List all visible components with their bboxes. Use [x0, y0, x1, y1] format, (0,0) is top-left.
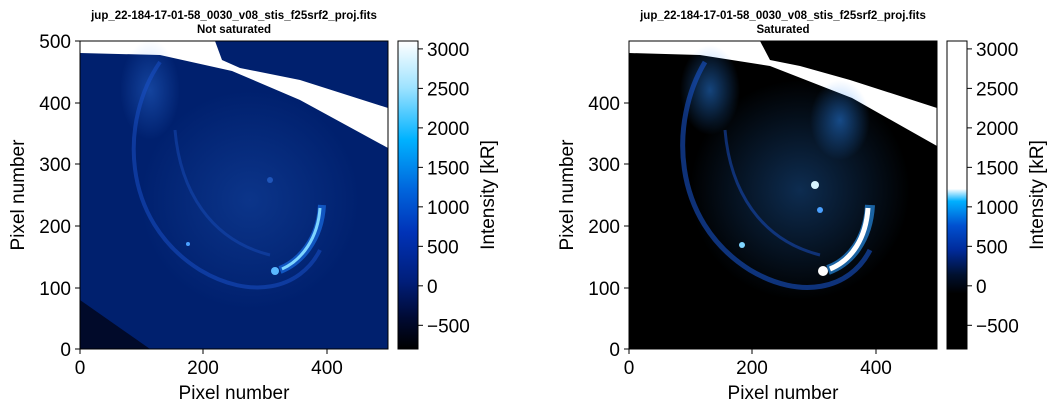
panel-title: jup_22-184-17-01-58_0030_v08_stis_f25srf…: [90, 10, 377, 22]
colorbar: −500 0 500 1000 1500 2000 2500 3000 Intensity […: [397, 40, 499, 350]
x-axis-label: Pixel number: [728, 383, 840, 404]
y-tick-label: 100: [39, 279, 71, 300]
x-tick-label: 400: [860, 358, 892, 379]
colorbar-tick-label: 500: [427, 237, 459, 258]
x-tick-label: 400: [311, 358, 343, 379]
colorbar-tick-label: 0: [976, 277, 987, 298]
x-tick-label: 200: [187, 358, 219, 379]
heatmap-image: [629, 41, 937, 349]
colorbar-tick-label: 2000: [427, 119, 469, 140]
colorbar: −500 0 500 1000 1500 2000 2500 3000 Intensity […: [946, 40, 1048, 350]
colorbar-tick-label: 2500: [427, 79, 469, 100]
y-tick-label: 0: [60, 340, 71, 361]
y-axis-label: Pixel number: [8, 139, 29, 251]
colorbar-tick-label: 3000: [976, 40, 1018, 61]
x-axis: 0 200 400 Pixel number: [624, 349, 892, 404]
colorbar-gradient: [397, 40, 419, 350]
y-tick-label: 400: [588, 94, 620, 115]
panel-title: jup_22-184-17-01-58_0030_v08_stis_f25srf…: [639, 10, 926, 22]
y-axis: 0 100 200 300 400 Pixel number: [557, 94, 629, 361]
colorbar-tick-label: −500: [976, 316, 1019, 337]
colorbar-tick-label: 1500: [976, 158, 1018, 179]
colorbar-label: Intensity [kR]: [1027, 140, 1048, 250]
colorbar-tick-label: 3000: [427, 40, 469, 61]
y-tick-label: 100: [588, 279, 620, 300]
colorbar-gradient: [946, 40, 968, 350]
colorbar-tick-label: 500: [976, 237, 1008, 258]
y-axis-label: Pixel number: [557, 139, 578, 251]
colorbar-tick-label: 2000: [976, 119, 1018, 140]
colorbar-tick-label: −500: [427, 316, 470, 337]
heatmap-image: [80, 41, 388, 349]
y-tick-label: 300: [39, 155, 71, 176]
colorbar-tick-label: 1500: [427, 158, 469, 179]
y-axis: 0 100 200 300 400 500 Pixel number: [8, 32, 80, 361]
heatmap-panel-saturated: jup_22-184-17-01-58_0030_v08_stis_f25srf…: [557, 10, 1048, 404]
x-tick-label: 0: [624, 358, 635, 379]
x-tick-label: 200: [736, 358, 768, 379]
x-axis-label: Pixel number: [179, 383, 291, 404]
colorbar-label: Intensity [kR]: [478, 140, 499, 250]
panel-subtitle: Saturated: [756, 24, 809, 36]
x-tick-label: 0: [75, 358, 86, 379]
heatmap-panel-not-saturated: jup_22-184-17-01-58_0030_v08_stis_f25srf…: [8, 10, 499, 404]
y-tick-label: 400: [39, 94, 71, 115]
y-tick-label: 200: [39, 217, 71, 238]
colorbar-tick-label: 1000: [427, 198, 469, 219]
y-tick-label: 200: [588, 217, 620, 238]
colorbar-tick-label: 0: [427, 277, 438, 298]
colorbar-tick-label: 1000: [976, 198, 1018, 219]
x-axis: 0 200 400 Pixel number: [75, 349, 343, 404]
colorbar-tick-label: 2500: [976, 79, 1018, 100]
y-tick-label: 500: [39, 32, 71, 53]
panel-subtitle: Not saturated: [197, 24, 271, 36]
y-tick-label: 0: [609, 340, 620, 361]
y-tick-label: 300: [588, 155, 620, 176]
